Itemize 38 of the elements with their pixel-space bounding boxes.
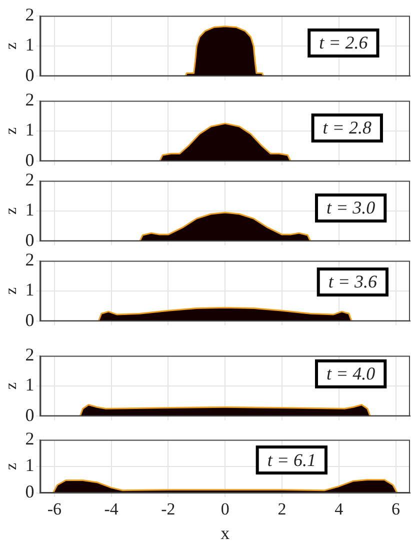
annotation: t = 2.6 bbox=[319, 32, 368, 53]
y-tick-label: 1 bbox=[25, 455, 34, 476]
x-axis-title: x bbox=[220, 522, 230, 543]
y-tick-label: 1 bbox=[25, 374, 34, 395]
x-tick-label: 4 bbox=[334, 500, 344, 519]
y-axis-title: z bbox=[2, 207, 20, 215]
annotation: t = 2.8 bbox=[322, 118, 372, 138]
y-axis-title: z bbox=[2, 462, 20, 470]
y-tick-label: 2 bbox=[25, 344, 34, 365]
x-tick-label: 2 bbox=[278, 500, 286, 519]
y-tick-label: 0 bbox=[25, 482, 34, 502]
annotation: t = 6.1 bbox=[267, 450, 316, 470]
x-tick-label: 0 bbox=[220, 500, 230, 519]
y-tick-label: 0 bbox=[25, 150, 34, 170]
y-tick-label: 1 bbox=[25, 120, 34, 140]
y-tick-label: 1 bbox=[25, 280, 34, 300]
y-tick-label: 2 bbox=[25, 170, 34, 190]
y-tick-label: 0 bbox=[25, 230, 34, 250]
y-axis-title: z bbox=[2, 287, 20, 295]
y-tick-label: 0 bbox=[25, 404, 34, 425]
x-tick-label: 6 bbox=[392, 500, 400, 519]
y-tick-label: 0 bbox=[25, 310, 34, 330]
y-tick-label: 2 bbox=[25, 428, 34, 449]
y-axis-title: z bbox=[2, 382, 20, 390]
y-tick-label: 2 bbox=[25, 4, 34, 25]
x-tick-label: -2 bbox=[161, 500, 176, 519]
y-tick-label: 1 bbox=[25, 34, 34, 55]
x-tick-label: -6 bbox=[47, 500, 62, 519]
y-tick-label: 0 bbox=[25, 64, 34, 85]
y-tick-label: 1 bbox=[25, 200, 34, 220]
x-tick-label: -4 bbox=[104, 500, 119, 519]
y-tick-label: 2 bbox=[25, 250, 34, 270]
y-axis-title: z bbox=[2, 127, 20, 135]
annotation: t = 3.0 bbox=[326, 198, 376, 218]
y-tick-label: 2 bbox=[25, 90, 34, 110]
annotation: t = 3.6 bbox=[328, 272, 378, 292]
annotation: t = 4.0 bbox=[326, 364, 376, 384]
y-axis-title: z bbox=[2, 42, 20, 50]
